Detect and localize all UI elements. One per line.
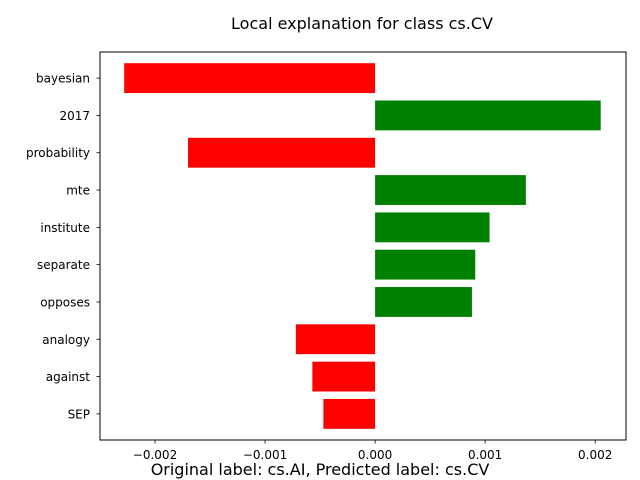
bar-against: [312, 361, 376, 392]
bar-bayesian: [124, 63, 376, 94]
y-tick-label: SEP: [68, 407, 90, 421]
x-tick-label: 0.000: [358, 448, 392, 462]
x-tick-label: −0.001: [243, 448, 287, 462]
bar-opposes: [375, 287, 472, 317]
bar-analogy: [295, 324, 376, 355]
y-tick-label: separate: [37, 258, 90, 272]
y-tick-label: 2017: [59, 109, 90, 123]
bar-SEP: [323, 398, 376, 429]
bar-2017: [375, 100, 601, 131]
bar-institute: [375, 212, 490, 243]
x-tick-label: −0.002: [133, 448, 177, 462]
y-tick-label: against: [46, 370, 91, 384]
x-axis: −0.002 −0.001 0.000 0.001 0.002: [133, 440, 612, 462]
y-tick-label: mte: [66, 184, 90, 198]
plot-frame: [99, 51, 627, 441]
y-tick-label: analogy: [42, 333, 90, 347]
y-tick-label: opposes: [40, 295, 90, 309]
chart-title: Local explanation for class cs.CV: [231, 14, 493, 33]
chart-caption: Original label: cs.AI, Predicted label: …: [151, 460, 490, 479]
bars-group: [124, 63, 601, 429]
y-tick-label: institute: [40, 221, 90, 235]
bar-probability: [188, 137, 376, 168]
bar-mte: [375, 175, 526, 205]
y-axis: bayesian 2017 probability mte institute separ…: [26, 72, 100, 421]
x-tick-label: 0.002: [578, 448, 612, 462]
y-tick-label: probability: [26, 146, 90, 160]
x-tick-label: 0.001: [468, 448, 502, 462]
bar-separate: [375, 249, 476, 280]
y-tick-label: bayesian: [36, 72, 90, 86]
